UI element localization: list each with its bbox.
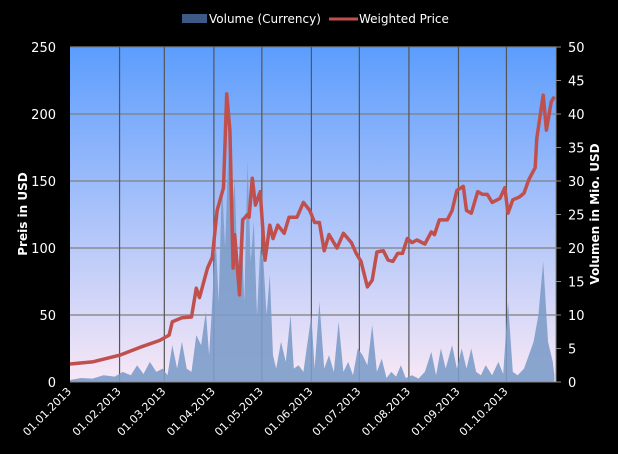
right-tick-label: 30 <box>568 175 585 190</box>
right-axis-ticks: 0 5 10 15 20 25 30 35 40 45 50 <box>556 41 585 391</box>
price-line <box>69 92 556 366</box>
right-tick-label: 5 <box>568 343 576 358</box>
right-axis-label: Volumen in Mio. USD <box>588 143 602 284</box>
right-tick-label: 25 <box>568 209 585 224</box>
x-tick-label: 01.04.2013 <box>164 385 218 439</box>
right-tick-label: 15 <box>568 276 585 291</box>
legend-label-price: Weighted Price <box>359 12 449 26</box>
left-tick-label: 0 <box>48 376 56 391</box>
right-tick-label: 50 <box>568 41 585 56</box>
left-axis-ticks: 0 50 100 150 200 250 <box>31 41 56 391</box>
x-tick-label: 01.08.2013 <box>359 385 413 439</box>
x-tick-label: 01.05.2013 <box>212 385 266 439</box>
legend-swatch-volume <box>182 14 207 23</box>
left-axis-label: Preis in USD <box>16 172 30 256</box>
right-tick-label: 10 <box>568 309 585 324</box>
right-tick-label: 45 <box>568 75 585 90</box>
left-tick-label: 150 <box>31 175 56 190</box>
right-tick-label: 40 <box>568 108 585 123</box>
left-tick-label: 250 <box>31 41 56 56</box>
x-tick-label: 01.01.2013 <box>20 385 74 439</box>
legend-label-volume: Volume (Currency) <box>209 12 321 26</box>
left-tick-label: 50 <box>39 309 56 324</box>
volume-area <box>70 154 555 382</box>
right-tick-label: 20 <box>568 242 585 257</box>
right-tick-label: 0 <box>568 376 576 391</box>
left-tick-label: 100 <box>31 242 56 257</box>
right-tick-label: 35 <box>568 142 585 157</box>
legend: Volume (Currency) Weighted Price <box>182 12 449 26</box>
x-tick-label: 01.03.2013 <box>115 385 169 439</box>
x-tick-label: 01.07.2013 <box>310 385 364 439</box>
x-tick-label: 01.06.2013 <box>262 385 316 439</box>
x-tick-label: 01.09.2013 <box>409 385 463 439</box>
x-axis-ticks: 01.01.201301.02.201301.03.201301.04.2013… <box>20 385 510 439</box>
x-tick-label: 01.10.2013 <box>457 385 511 439</box>
left-tick-label: 200 <box>31 108 56 123</box>
